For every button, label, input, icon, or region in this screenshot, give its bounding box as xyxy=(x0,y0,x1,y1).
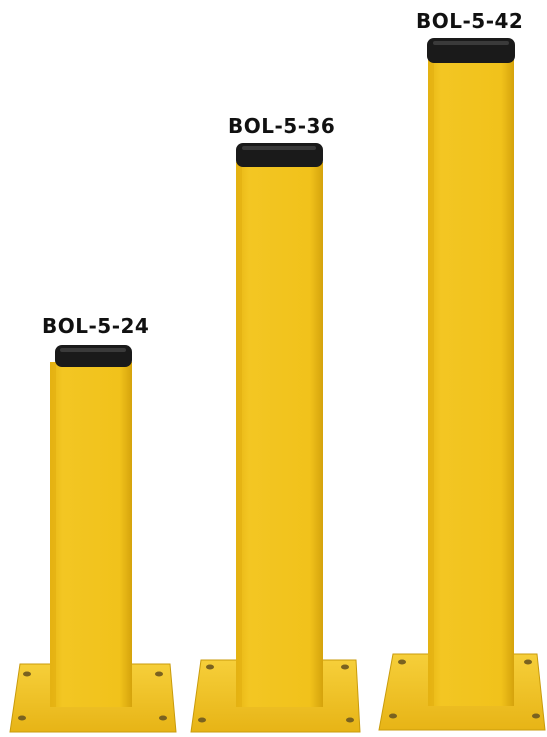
bollard-model-label-42: BOL-5-42 xyxy=(416,9,524,33)
bollard-model-label-36: BOL-5-36 xyxy=(228,114,336,138)
bollard-36-bolt-hole xyxy=(341,664,349,670)
bollard-42-bolt-hole xyxy=(532,713,540,719)
bollard-24-bolt-hole xyxy=(23,671,31,677)
bollard-36 xyxy=(190,143,361,733)
bollard-24-bolt-hole xyxy=(18,715,26,721)
bollard-24-post xyxy=(50,362,132,707)
bollard-24 xyxy=(9,345,177,733)
bollard-36-bolt-hole xyxy=(198,717,206,723)
bollard-24-bolt-hole xyxy=(155,671,163,677)
bollard-36-post xyxy=(236,162,323,707)
bollard-42-post xyxy=(428,56,514,706)
bollard-42-post-shade xyxy=(428,56,434,706)
bollard-24-bolt-hole xyxy=(159,715,167,721)
bollard-42 xyxy=(378,38,546,731)
bollard-36-post-shade xyxy=(236,162,242,707)
bollard-42-bolt-hole xyxy=(389,713,397,719)
bollard-42-bolt-hole xyxy=(524,659,532,665)
bollard-36-bolt-hole xyxy=(206,664,214,670)
bollard-model-label-24: BOL-5-24 xyxy=(42,314,150,338)
bollard-42-bolt-hole xyxy=(398,659,406,665)
bollard-36-bolt-hole xyxy=(346,717,354,723)
bollard-24-post-shade xyxy=(50,362,56,707)
